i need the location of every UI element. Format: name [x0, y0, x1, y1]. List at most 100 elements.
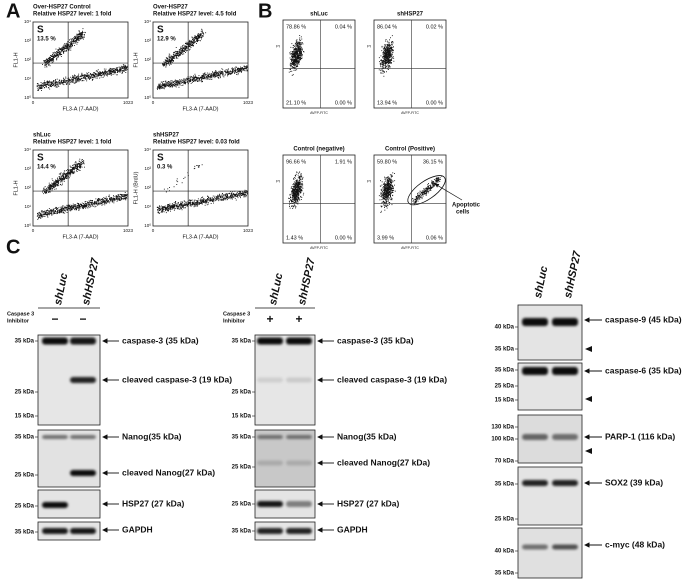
dot — [98, 203, 99, 204]
dot — [69, 83, 70, 84]
dot — [75, 40, 76, 41]
dot — [182, 80, 183, 81]
dot — [387, 65, 388, 66]
dot — [82, 159, 83, 160]
dot — [166, 212, 167, 213]
x-axis-label: AVFP-FITC — [310, 111, 328, 115]
dot — [69, 81, 70, 82]
dot — [171, 84, 172, 85]
dot — [175, 51, 176, 52]
dot — [207, 196, 208, 197]
dot — [197, 40, 198, 41]
dot — [236, 193, 237, 194]
dot — [66, 48, 67, 49]
dot — [58, 56, 59, 57]
dot — [59, 48, 60, 49]
dot — [49, 210, 50, 211]
dot — [66, 51, 67, 52]
dot — [49, 188, 50, 189]
dot — [75, 77, 76, 78]
dot — [245, 70, 246, 71]
dot — [43, 214, 44, 215]
dot — [293, 47, 294, 48]
dot — [295, 66, 296, 67]
dot — [231, 194, 232, 195]
dot — [79, 161, 80, 162]
dot — [242, 67, 243, 68]
dot — [202, 36, 203, 37]
dot — [74, 206, 75, 207]
dot — [53, 59, 54, 60]
dot — [185, 79, 186, 80]
dot — [230, 198, 231, 199]
dot — [76, 208, 77, 209]
y-tick-label: 10³ — [24, 166, 31, 171]
x-axis-label: FL3-A (7-AAD) — [182, 234, 218, 240]
dot — [164, 84, 165, 85]
dot — [88, 202, 89, 203]
dot — [45, 212, 46, 213]
dot — [180, 209, 181, 210]
dot — [44, 87, 45, 88]
dot — [80, 35, 81, 36]
dot — [119, 198, 120, 199]
dot — [122, 70, 123, 71]
dot — [227, 74, 228, 75]
dot — [41, 85, 42, 86]
dot — [247, 193, 248, 194]
dot — [61, 51, 62, 52]
dot — [69, 39, 70, 40]
dot — [82, 34, 83, 35]
dot — [40, 215, 41, 216]
dot — [294, 70, 295, 71]
dot — [179, 81, 180, 82]
dot — [85, 201, 86, 202]
dot — [81, 160, 82, 161]
dot — [78, 75, 79, 76]
dot — [46, 189, 47, 190]
dot — [118, 194, 119, 195]
dot — [203, 199, 204, 200]
dot — [302, 50, 303, 51]
dot — [56, 188, 57, 189]
dot — [225, 195, 226, 196]
dot — [51, 58, 52, 59]
dot — [70, 169, 71, 170]
dot — [79, 37, 80, 38]
dot — [177, 178, 178, 179]
dot — [206, 77, 207, 78]
dot — [109, 73, 110, 74]
dot — [191, 206, 192, 207]
dot — [104, 203, 105, 204]
dot — [186, 203, 187, 204]
dot — [57, 208, 58, 209]
dot — [125, 199, 126, 200]
dot — [97, 78, 98, 79]
dot — [65, 78, 66, 79]
dot — [297, 45, 298, 46]
dot — [234, 73, 235, 74]
dot — [78, 207, 79, 208]
dot — [296, 60, 297, 61]
dot — [75, 164, 76, 165]
dot — [186, 46, 187, 47]
dot — [290, 59, 291, 60]
dot — [74, 169, 75, 170]
dot — [161, 87, 162, 88]
dot — [207, 73, 208, 74]
dot — [47, 212, 48, 213]
dot — [60, 209, 61, 210]
dot — [211, 75, 212, 76]
dot — [292, 63, 293, 64]
dot — [292, 59, 293, 60]
dot — [99, 75, 100, 76]
dot — [180, 203, 181, 204]
dot — [296, 62, 297, 63]
dot — [301, 52, 302, 53]
dot — [302, 42, 303, 43]
dot — [79, 30, 80, 31]
dot — [171, 205, 172, 206]
dot — [72, 205, 73, 206]
dot — [111, 75, 112, 76]
dot — [70, 42, 71, 43]
